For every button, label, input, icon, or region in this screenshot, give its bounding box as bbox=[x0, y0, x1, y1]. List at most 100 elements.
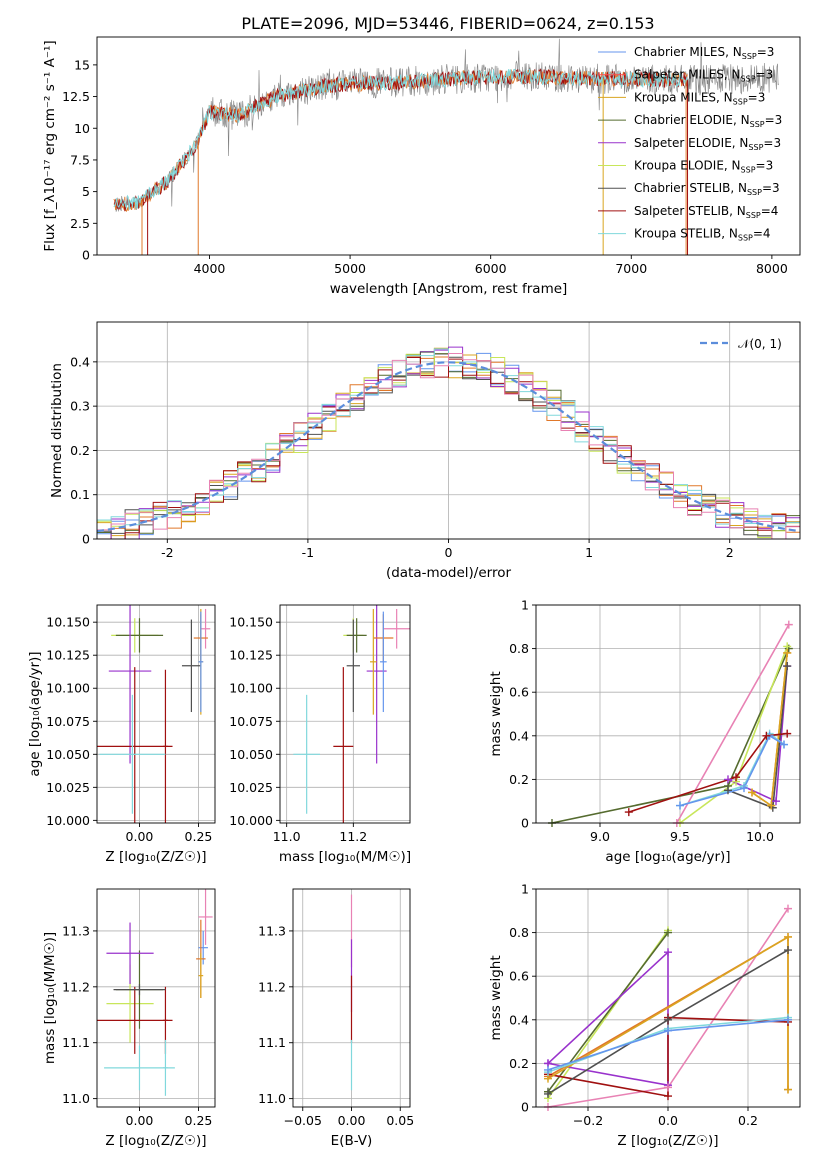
x-axis-label: age [log₁₀(age/yr)] bbox=[605, 849, 730, 865]
y-axis-label: mass weight bbox=[488, 671, 504, 756]
weight-marker bbox=[748, 788, 756, 797]
y-tick-label: 10.125 bbox=[46, 648, 90, 663]
weight-marker bbox=[784, 932, 792, 941]
weight-marker bbox=[784, 620, 793, 629]
y-tick-label: 0.2 bbox=[509, 772, 529, 787]
weight-marker bbox=[664, 1015, 672, 1024]
legend-entry: Salpeter STELIB, NSSP=4 bbox=[634, 204, 778, 220]
legend-entry: Kroupa STELIB, NSSP=4 bbox=[634, 227, 771, 243]
x-tick-label: 5000 bbox=[334, 261, 366, 276]
y-tick-label: 10.025 bbox=[229, 780, 273, 795]
x-tick-label: 1 bbox=[585, 545, 593, 560]
weight-marker bbox=[624, 808, 633, 817]
y-tick-label: 0.3 bbox=[70, 399, 90, 414]
x-tick-label: 0.00 bbox=[126, 829, 154, 844]
weight-marker bbox=[740, 784, 748, 793]
x-tick-label: -2 bbox=[161, 545, 173, 560]
weight-marker bbox=[784, 1015, 792, 1024]
y-tick-label: 0 bbox=[82, 532, 90, 547]
y-tick-label: 0 bbox=[521, 816, 529, 831]
model-spectrum bbox=[113, 68, 688, 212]
x-tick-label: 6000 bbox=[475, 261, 507, 276]
y-axis-label: mass weight bbox=[488, 955, 504, 1040]
x-tick-label: 9.5 bbox=[670, 829, 690, 844]
weight-marker bbox=[664, 1083, 672, 1092]
plot-area-residuals bbox=[97, 346, 800, 539]
weight-marker bbox=[784, 946, 792, 955]
y-tick-label: 0 bbox=[82, 248, 90, 263]
x-tick-label: 2 bbox=[726, 545, 734, 560]
legend-entry: Chabrier MILES, NSSP=3 bbox=[634, 45, 774, 61]
x-tick-label: 11.0 bbox=[273, 829, 301, 844]
y-tick-label: 10.025 bbox=[46, 780, 90, 795]
y-tick-label: 11.0 bbox=[258, 1091, 286, 1106]
weight-marker bbox=[732, 773, 740, 782]
y-tick-label: 0.6 bbox=[509, 969, 529, 984]
y-axis-label: Normed distribution bbox=[49, 363, 65, 498]
axes-weight-vs-age: 9.0 9.5 10.0 0 0.2 0.4 0.6 0.8 1 age [log₁₀(age/y… bbox=[488, 598, 801, 865]
weight-marker bbox=[783, 729, 792, 738]
x-tick-label: −0.05 bbox=[284, 1113, 322, 1128]
y-tick-label: 10.075 bbox=[46, 714, 90, 729]
x-axis-label: Z [log₁₀(Z/Z☉)] bbox=[105, 1133, 206, 1149]
x-tick-label: 9.0 bbox=[590, 829, 610, 844]
y-tick-label: 0.2 bbox=[70, 443, 90, 458]
y-tick-label: 0 bbox=[521, 1100, 529, 1115]
y-axis-label: mass [log₁₀(M/M☉)] bbox=[42, 932, 58, 1064]
x-axis-label: wavelength [Angstrom, rest frame] bbox=[330, 281, 568, 297]
x-tick-label: 7000 bbox=[615, 261, 647, 276]
x-tick-label: 11.2 bbox=[339, 829, 367, 844]
legend-entry: 𝒩(0, 1) bbox=[738, 337, 782, 351]
weight-marker bbox=[664, 948, 672, 957]
weight-marker bbox=[676, 801, 684, 810]
x-axis-label: mass [log₁₀(M/M☉)] bbox=[279, 849, 411, 865]
y-tick-label: 15 bbox=[74, 57, 90, 72]
figure-title: PLATE=2096, MJD=53446, FIBERID=0624, z=0… bbox=[241, 14, 654, 33]
x-tick-label: -1 bbox=[302, 545, 314, 560]
y-tick-label: 0.8 bbox=[509, 925, 529, 940]
x-tick-label: 8000 bbox=[756, 261, 788, 276]
x-tick-label: 10.0 bbox=[746, 829, 774, 844]
weight-marker bbox=[664, 1026, 672, 1035]
weight-series bbox=[679, 734, 785, 807]
axes-frame bbox=[535, 604, 801, 824]
axes-weight-vs-Z: −0.2 0.0 0.2 0 0.2 0.4 0.6 0.8 1 Z [log₁₀(Z/Z☉)] m… bbox=[488, 882, 801, 1149]
y-tick-label: 10.125 bbox=[229, 648, 273, 663]
x-tick-label: 0.0 bbox=[658, 1113, 678, 1128]
y-tick-label: 10.050 bbox=[229, 747, 273, 762]
y-tick-label: 10.075 bbox=[229, 714, 273, 729]
plot-area-mass-vs-Z bbox=[97, 889, 213, 1096]
weight-series bbox=[679, 732, 785, 807]
model-spectrum bbox=[113, 68, 688, 210]
axes-frame bbox=[279, 604, 411, 824]
y-tick-label: 0.4 bbox=[509, 728, 529, 743]
y-tick-label: 1 bbox=[521, 882, 529, 897]
y-tick-label: 7.5 bbox=[70, 152, 90, 167]
axes-frame bbox=[96, 321, 801, 540]
y-tick-label: 10.100 bbox=[229, 681, 273, 696]
x-tick-label: 0.25 bbox=[185, 1113, 213, 1128]
weight-marker bbox=[772, 797, 780, 806]
y-tick-label: 10.000 bbox=[229, 813, 273, 828]
legend-entry: Kroupa MILES, NSSP=3 bbox=[634, 90, 765, 106]
axes-age-vs-mass: 11.0 11.2 10.000 10.025 10.050 10.075 10.100 10… bbox=[229, 604, 411, 865]
y-axis-label: Flux [f_λ10⁻¹⁷ erg cm⁻² s⁻¹ A⁻¹] bbox=[42, 40, 58, 251]
y-tick-label: 0.1 bbox=[70, 487, 90, 502]
x-axis-label: (data-model)/error bbox=[386, 565, 512, 581]
y-tick-label: 11.2 bbox=[62, 979, 90, 994]
legend-entry: Kroupa ELODIE, NSSP=3 bbox=[634, 159, 773, 175]
axes-mass-vs-EBV: −0.05 0.00 0.05 11.0 11.1 11.2 11.3 E(B-V) bbox=[258, 888, 414, 1149]
gaussian-curve bbox=[97, 361, 800, 533]
weight-marker bbox=[783, 662, 792, 671]
y-tick-label: 10 bbox=[74, 121, 90, 136]
y-tick-label: 10.050 bbox=[46, 747, 90, 762]
legend-entry: Salpeter ELODIE, NSSP=3 bbox=[634, 136, 781, 152]
y-tick-label: 10.000 bbox=[46, 813, 90, 828]
axes-frame bbox=[96, 888, 216, 1108]
axes-root: 4000 5000 6000 7000 800002.557.51012.515wave… bbox=[27, 36, 801, 1149]
x-tick-label: 0.05 bbox=[386, 1113, 414, 1128]
weight-marker bbox=[544, 1065, 552, 1074]
y-tick-label: 0.4 bbox=[70, 354, 90, 369]
histogram-series bbox=[97, 353, 800, 539]
axes-frame bbox=[535, 888, 801, 1108]
